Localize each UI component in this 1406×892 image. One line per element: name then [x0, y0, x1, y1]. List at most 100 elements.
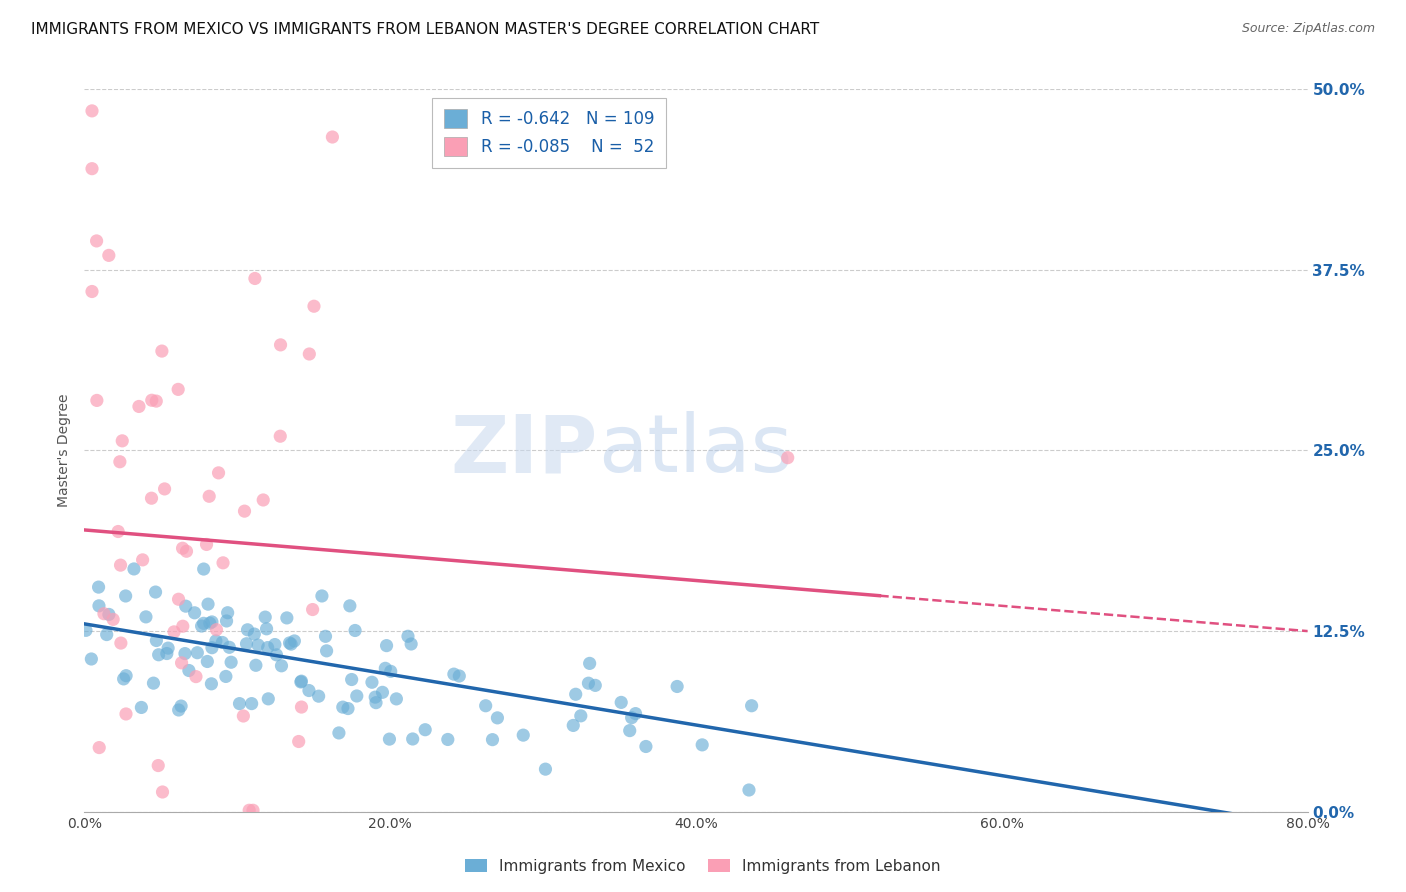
Point	[177, 664, 200, 678]
Point	[437, 732, 460, 747]
Point	[184, 670, 207, 684]
Point	[578, 657, 600, 671]
Point	[97, 607, 120, 622]
Point	[402, 731, 425, 746]
Point	[150, 344, 173, 359]
Point	[201, 615, 224, 629]
Point	[257, 691, 280, 706]
Point	[578, 676, 600, 690]
Point	[374, 661, 396, 675]
Point	[131, 700, 153, 714]
Point	[93, 607, 115, 621]
Point	[75, 624, 97, 638]
Point	[115, 706, 138, 721]
Point	[135, 610, 157, 624]
Point	[315, 629, 337, 643]
Point	[315, 644, 337, 658]
Point	[332, 700, 354, 714]
Point	[80, 161, 103, 176]
Point	[87, 580, 110, 594]
Point	[145, 585, 167, 599]
Y-axis label: Master's Degree: Master's Degree	[58, 393, 72, 508]
Point	[443, 667, 465, 681]
Point	[148, 648, 170, 662]
Point	[172, 541, 194, 556]
Point	[110, 636, 132, 650]
Point	[336, 701, 359, 715]
Point	[385, 692, 408, 706]
Point	[486, 711, 509, 725]
Point	[145, 633, 167, 648]
Point	[474, 698, 496, 713]
Point	[378, 732, 401, 747]
Point	[101, 612, 124, 626]
Point	[80, 652, 103, 666]
Point	[215, 669, 238, 683]
Point	[243, 627, 266, 641]
Point	[190, 619, 212, 633]
Text: IMMIGRANTS FROM MEXICO VS IMMIGRANTS FROM LEBANON MASTER'S DEGREE CORRELATION CH: IMMIGRANTS FROM MEXICO VS IMMIGRANTS FRO…	[31, 22, 820, 37]
Point	[280, 637, 302, 651]
Point	[87, 599, 110, 613]
Point	[738, 783, 761, 797]
Point	[141, 393, 163, 408]
Point	[131, 553, 153, 567]
Point	[399, 637, 422, 651]
Point	[183, 606, 205, 620]
Point	[311, 589, 333, 603]
Point	[96, 627, 118, 641]
Point	[207, 466, 229, 480]
Point	[562, 718, 585, 732]
Point	[245, 658, 267, 673]
Point	[270, 658, 292, 673]
Point	[278, 636, 301, 650]
Point	[263, 638, 285, 652]
Point	[340, 673, 363, 687]
Point	[624, 706, 647, 721]
Point	[218, 640, 240, 655]
Point	[321, 130, 343, 145]
Point	[481, 732, 503, 747]
Point	[86, 393, 108, 408]
Point	[152, 785, 174, 799]
Point	[212, 556, 235, 570]
Point	[89, 740, 111, 755]
Point	[364, 696, 387, 710]
Point	[122, 562, 145, 576]
Point	[108, 455, 131, 469]
Point	[290, 675, 312, 690]
Point	[346, 689, 368, 703]
Point	[564, 687, 586, 701]
Point	[361, 675, 384, 690]
Point	[228, 697, 250, 711]
Point	[290, 700, 312, 714]
Point	[308, 689, 330, 703]
Point	[339, 599, 361, 613]
Point	[86, 234, 108, 248]
Point	[110, 558, 132, 573]
Point	[232, 709, 254, 723]
Point	[276, 611, 298, 625]
Point	[238, 803, 260, 817]
Point	[211, 635, 233, 649]
Point	[254, 610, 277, 624]
Point	[170, 656, 193, 670]
Point	[167, 703, 190, 717]
Point	[148, 758, 170, 772]
Point	[198, 616, 221, 631]
Point	[413, 723, 436, 737]
Point	[256, 640, 278, 655]
Point	[157, 641, 180, 656]
Point	[198, 489, 221, 503]
Point	[170, 699, 193, 714]
Point	[269, 429, 291, 443]
Point	[80, 285, 103, 299]
Point	[301, 602, 323, 616]
Point	[256, 622, 278, 636]
Point	[344, 624, 367, 638]
Point	[142, 676, 165, 690]
Point	[776, 450, 799, 465]
Point	[240, 697, 263, 711]
Point	[270, 338, 292, 352]
Point	[298, 347, 321, 361]
